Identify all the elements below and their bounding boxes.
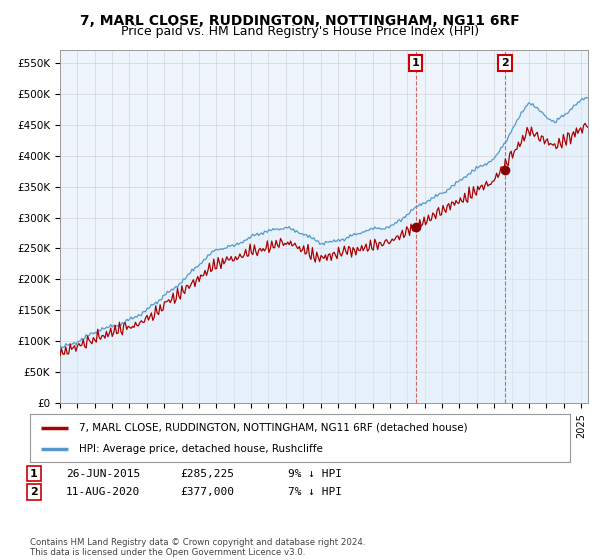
- Text: Contains HM Land Registry data © Crown copyright and database right 2024.
This d: Contains HM Land Registry data © Crown c…: [30, 538, 365, 557]
- Text: 2: 2: [30, 487, 38, 497]
- Text: 1: 1: [30, 469, 38, 479]
- Text: 7% ↓ HPI: 7% ↓ HPI: [288, 487, 342, 497]
- Text: £285,225: £285,225: [180, 469, 234, 479]
- Text: 9% ↓ HPI: 9% ↓ HPI: [288, 469, 342, 479]
- Text: 7, MARL CLOSE, RUDDINGTON, NOTTINGHAM, NG11 6RF (detached house): 7, MARL CLOSE, RUDDINGTON, NOTTINGHAM, N…: [79, 423, 467, 433]
- Text: 7, MARL CLOSE, RUDDINGTON, NOTTINGHAM, NG11 6RF: 7, MARL CLOSE, RUDDINGTON, NOTTINGHAM, N…: [80, 14, 520, 28]
- Text: 2: 2: [501, 58, 509, 68]
- Text: HPI: Average price, detached house, Rushcliffe: HPI: Average price, detached house, Rush…: [79, 444, 322, 454]
- Text: 1: 1: [412, 58, 419, 68]
- Text: 26-JUN-2015: 26-JUN-2015: [66, 469, 140, 479]
- Text: 11-AUG-2020: 11-AUG-2020: [66, 487, 140, 497]
- Text: £377,000: £377,000: [180, 487, 234, 497]
- Text: Price paid vs. HM Land Registry's House Price Index (HPI): Price paid vs. HM Land Registry's House …: [121, 25, 479, 38]
